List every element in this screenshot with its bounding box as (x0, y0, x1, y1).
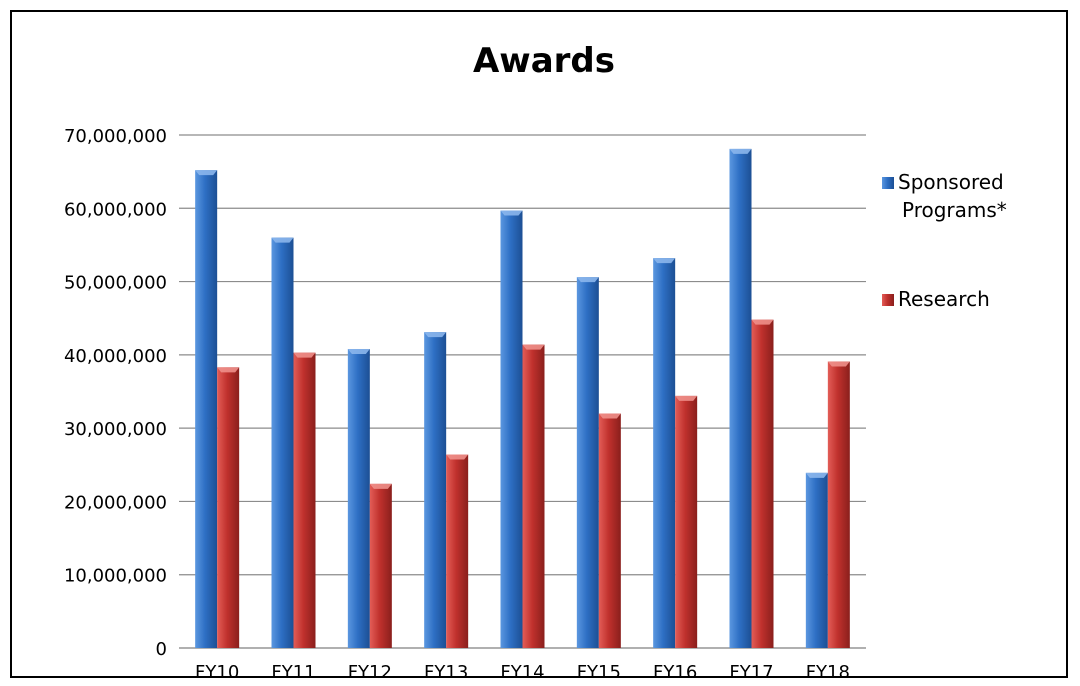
x-tick-label: FY11 (271, 662, 315, 676)
bar-cap (217, 367, 240, 373)
y-tick-label: 60,000,000 (64, 199, 167, 220)
x-tick-label: FY10 (195, 662, 239, 676)
x-tick-label: FY16 (653, 662, 697, 676)
bar-fy12-series-1 (369, 483, 392, 648)
bar-fy10-series-1 (217, 367, 240, 648)
bar-cap (446, 454, 469, 460)
bar-cap (195, 170, 218, 176)
bar-cap (751, 319, 774, 325)
bar-cap (805, 472, 828, 478)
bar-fy13-series-0 (424, 332, 447, 648)
y-tick-label: 50,000,000 (64, 273, 167, 294)
bar-fy10-series-0 (195, 170, 218, 649)
bar-cap (347, 348, 370, 354)
x-tick-label: FY13 (424, 662, 468, 676)
bar-cap (653, 258, 676, 264)
x-tick-label: FY14 (500, 662, 544, 676)
legend: Sponsored Programs* Research (882, 170, 1007, 311)
bar-fy14-series-1 (522, 344, 545, 648)
bar-fy16-series-1 (675, 395, 698, 648)
bar-fy17-series-1 (751, 319, 774, 648)
y-tick-label: 0 (156, 639, 167, 660)
awards-bar-chart: Awards 0 10,000,000 20,000,000 30,000,000 40… (64, 41, 1007, 683)
bar-cap (369, 483, 392, 489)
bar-fy12-series-0 (347, 348, 370, 648)
x-axis-ticks: FY10 FY11 FY12 FY13 FY14 FY15 FY16 FY17 FY18 (195, 662, 850, 683)
y-tick-label: 10,000,000 (64, 566, 167, 587)
chart-frame: Awards 0 10,000,000 20,000,000 30,000,000 40… (10, 10, 1068, 683)
bar-fy13-series-1 (446, 454, 469, 648)
bar-fy15-series-1 (598, 413, 621, 648)
chart-title: Awards (473, 41, 615, 81)
y-tick-label: 20,000,000 (64, 492, 167, 513)
bar-cap (424, 332, 447, 338)
legend-swatch (882, 294, 894, 306)
bar-fy18-series-0 (805, 472, 828, 648)
legend-swatch (882, 177, 894, 189)
bar-cap (293, 352, 316, 358)
bar-cap (576, 277, 599, 283)
x-tick-label: FY12 (348, 662, 392, 676)
bar-cap (827, 361, 850, 367)
x-tick-label: FY18 (806, 662, 850, 676)
bar-cap (675, 395, 698, 401)
bar-cap (729, 148, 752, 154)
y-tick-label: 70,000,000 (64, 126, 167, 147)
bar-fy14-series-0 (500, 210, 523, 648)
bars (195, 148, 850, 649)
y-tick-label: 40,000,000 (64, 346, 167, 367)
x-tick-label: FY15 (577, 662, 621, 676)
bar-fy15-series-0 (576, 277, 599, 648)
bar-fy17-series-0 (729, 148, 752, 648)
bar-cap (500, 210, 523, 216)
y-tick-label: 30,000,000 (64, 419, 167, 440)
bar-fy18-series-1 (827, 361, 850, 648)
bar-cap (598, 413, 621, 419)
y-axis-ticks: 0 10,000,000 20,000,000 30,000,000 40,000,00… (64, 126, 167, 660)
bar-cap (522, 344, 545, 350)
legend-label: Research (898, 287, 990, 311)
bar-fy11-series-0 (271, 237, 294, 648)
x-tick-label: FY17 (729, 662, 773, 676)
bar-fy16-series-0 (653, 258, 676, 648)
bar-fy11-series-1 (293, 352, 316, 648)
legend-label: Sponsored Programs* (898, 170, 1007, 222)
bar-cap (271, 237, 294, 243)
